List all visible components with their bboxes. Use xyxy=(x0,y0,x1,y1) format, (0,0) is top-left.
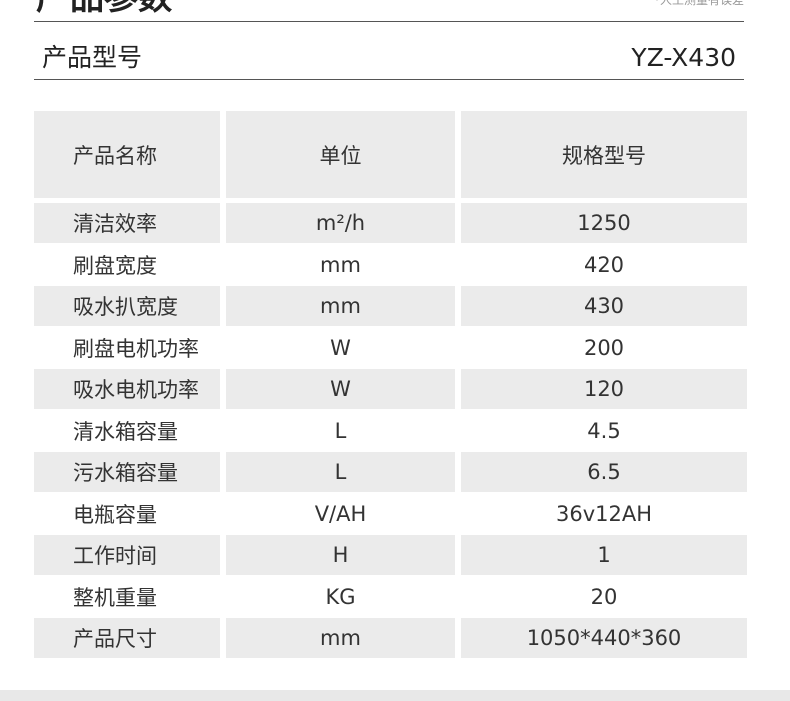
table-cell: KG xyxy=(325,584,356,609)
model-value: YZ-X430 xyxy=(631,43,736,72)
table-cell: W xyxy=(226,369,455,409)
table-cell: V/AH xyxy=(314,501,367,526)
table-cell: 吸水电机功率 xyxy=(34,369,220,409)
table-cell: mm xyxy=(320,252,361,277)
footer-bar xyxy=(0,690,790,701)
table-cell: 刷盘宽度 xyxy=(73,253,157,278)
page-title: 产品参数 xyxy=(36,0,172,18)
table-cell: 1050*440*360 xyxy=(461,618,747,658)
table-cell: 1 xyxy=(461,535,747,575)
table-cell: mm xyxy=(226,286,455,326)
table-cell: 200 xyxy=(583,335,625,360)
table-cell: 电瓶容量 xyxy=(73,502,157,527)
table-cell: 1250 xyxy=(461,203,747,243)
table-cell: L xyxy=(226,452,455,492)
table-cell: m²/h xyxy=(226,203,455,243)
table-cell: L xyxy=(334,418,347,443)
table-cell: 刷盘电机功率 xyxy=(73,336,199,361)
table-cell: 清水箱容量 xyxy=(73,419,178,444)
model-label: 产品型号 xyxy=(42,43,143,72)
table-cell: W xyxy=(330,335,351,360)
table-cell: 产品尺寸 xyxy=(34,618,220,658)
table-cell: H xyxy=(226,535,455,575)
table-cell: 4.5 xyxy=(587,418,621,443)
table-cell: 单位 xyxy=(226,111,455,198)
table-cell: 36v12AH xyxy=(555,501,653,526)
table-cell: 吸水扒宽度 xyxy=(34,286,220,326)
table-cell: 430 xyxy=(461,286,747,326)
table-cell: 整机重量 xyxy=(73,585,157,610)
divider xyxy=(34,79,744,80)
table-cell: 清洁效率 xyxy=(34,203,220,243)
divider xyxy=(34,21,744,22)
table-cell: 规格型号 xyxy=(461,111,747,198)
table-cell: mm xyxy=(226,618,455,658)
table-cell: 120 xyxy=(461,369,747,409)
table-cell: 20 xyxy=(590,584,618,609)
note: *人工测量有误差 xyxy=(653,0,744,7)
table-cell: 6.5 xyxy=(461,452,747,492)
table-cell: 工作时间 xyxy=(34,535,220,575)
table-cell: 420 xyxy=(583,252,625,277)
table-cell: 污水箱容量 xyxy=(34,452,220,492)
table-cell: 产品名称 xyxy=(34,111,220,198)
